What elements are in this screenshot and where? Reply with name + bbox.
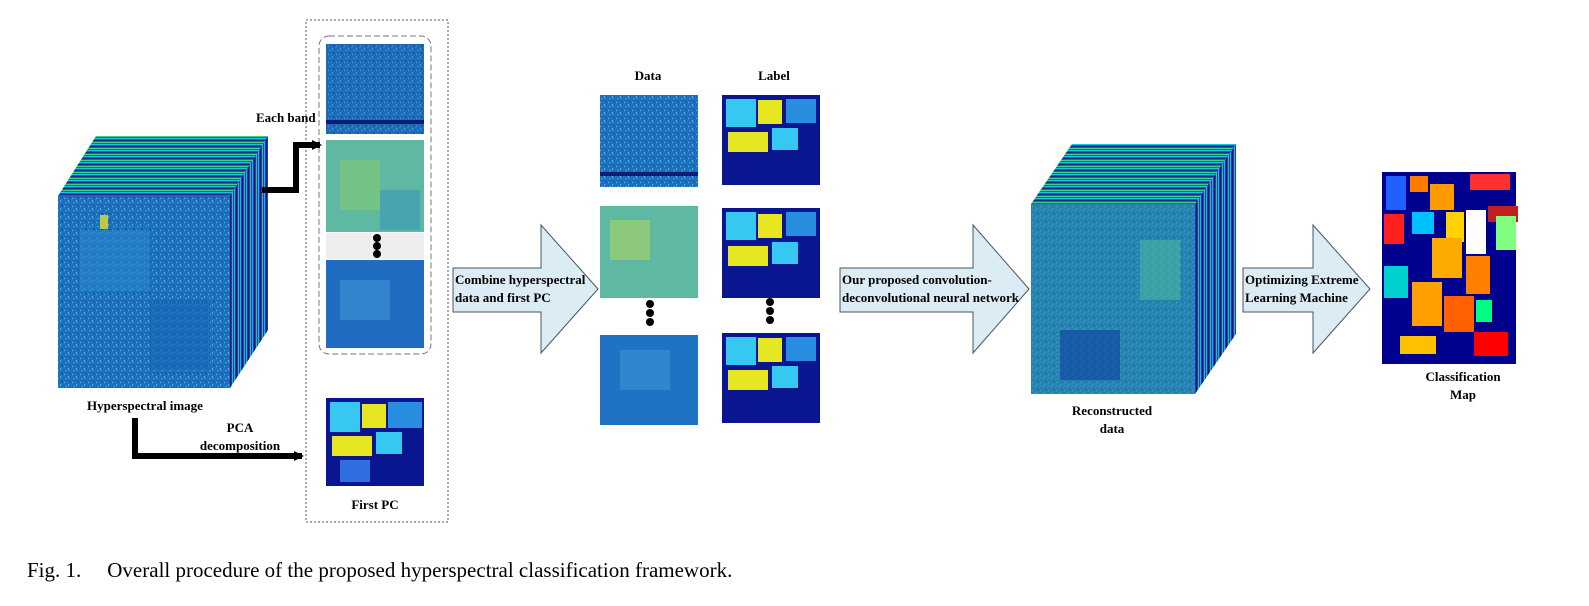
first-pc-label: First PC <box>351 497 399 512</box>
bands-container <box>305 19 449 523</box>
classification-label-line2: Map <box>1450 387 1476 402</box>
elm-arrow-text-line1: Optimizing Extreme <box>1245 272 1359 287</box>
reconstructed-label-line1: Reconstructed <box>1071 403 1153 418</box>
label-image-2 <box>722 208 820 298</box>
combine-arrow-text-line1: Combine hyperspectral <box>455 272 586 287</box>
hyperspectral-cube <box>58 136 268 388</box>
data-column-label: Data <box>634 68 662 83</box>
reconstructed-cube <box>1031 144 1236 394</box>
pca-arrow <box>132 418 304 461</box>
classification-label-line1: Classification <box>1425 369 1501 384</box>
combine-arrow-text-line2: data and first PC <box>455 290 551 305</box>
label-image-n <box>722 333 820 423</box>
elm-arrow-text-line2: Learning Machine <box>1245 290 1348 305</box>
data-image-1 <box>600 95 698 187</box>
first-pc-image <box>326 398 424 486</box>
elm-arrow <box>1242 223 1371 355</box>
pca-label-line2: decomposition <box>199 438 281 453</box>
network-arrow-text-line2: deconvolutional neural network <box>842 290 1019 305</box>
combine-arrow <box>452 223 599 355</box>
network-arrow-text-line1: Our proposed convolution- <box>842 272 992 287</box>
cube-top <box>58 136 268 196</box>
label-column-label: Label <box>758 68 790 83</box>
hyperspectral-image-label: Hyperspectral image <box>87 398 203 413</box>
bands-group-frame <box>318 35 432 355</box>
pca-label-line1: PCA <box>226 420 254 435</box>
label-image-1 <box>722 95 820 185</box>
reconstructed-label-line2: data <box>1099 421 1125 436</box>
classification-map <box>1382 172 1518 364</box>
figure-number: Fig. 1. <box>27 558 82 582</box>
figure-caption: Fig. 1. Overall procedure of the proposed… <box>27 558 732 583</box>
each-band-label: Each band <box>256 110 316 125</box>
network-arrow <box>839 223 1030 355</box>
each-band-arrow <box>262 140 322 193</box>
cube-side <box>230 136 268 388</box>
caption-text: Overall procedure of the proposed hypers… <box>107 558 733 582</box>
